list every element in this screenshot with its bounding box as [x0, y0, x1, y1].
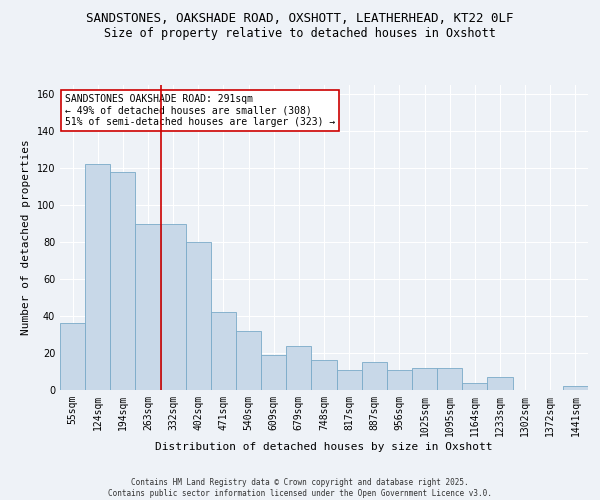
- Bar: [311, 360, 337, 390]
- Bar: [286, 346, 311, 390]
- Bar: [261, 355, 286, 390]
- Bar: [186, 242, 211, 390]
- Text: SANDSTONES, OAKSHADE ROAD, OXSHOTT, LEATHERHEAD, KT22 0LF: SANDSTONES, OAKSHADE ROAD, OXSHOTT, LEAT…: [86, 12, 514, 26]
- Bar: [362, 362, 387, 390]
- Bar: [387, 370, 412, 390]
- Bar: [437, 368, 462, 390]
- Text: Contains HM Land Registry data © Crown copyright and database right 2025.
Contai: Contains HM Land Registry data © Crown c…: [108, 478, 492, 498]
- Bar: [110, 172, 136, 390]
- Text: Size of property relative to detached houses in Oxshott: Size of property relative to detached ho…: [104, 28, 496, 40]
- Y-axis label: Number of detached properties: Number of detached properties: [21, 140, 31, 336]
- Bar: [60, 324, 85, 390]
- Bar: [412, 368, 437, 390]
- Bar: [136, 224, 161, 390]
- Bar: [211, 312, 236, 390]
- Bar: [462, 382, 487, 390]
- Bar: [337, 370, 362, 390]
- Text: SANDSTONES OAKSHADE ROAD: 291sqm
← 49% of detached houses are smaller (308)
51% : SANDSTONES OAKSHADE ROAD: 291sqm ← 49% o…: [65, 94, 335, 128]
- Bar: [236, 331, 261, 390]
- Bar: [487, 377, 512, 390]
- Bar: [161, 224, 186, 390]
- Bar: [85, 164, 110, 390]
- Bar: [563, 386, 588, 390]
- X-axis label: Distribution of detached houses by size in Oxshott: Distribution of detached houses by size …: [155, 442, 493, 452]
